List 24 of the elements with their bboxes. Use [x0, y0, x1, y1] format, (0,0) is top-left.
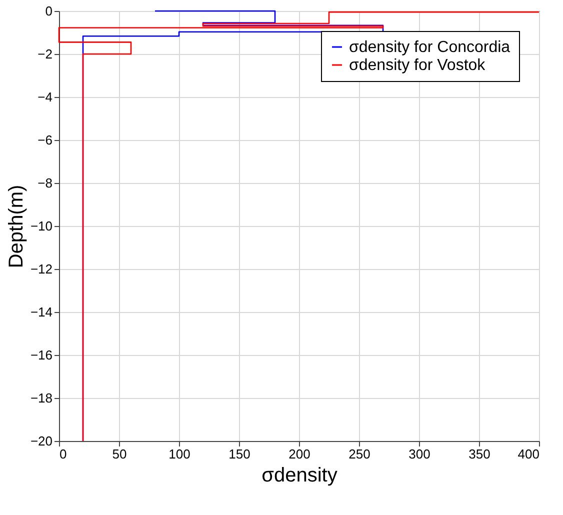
legend-label: σdensity for Vostok [349, 57, 486, 74]
y-tick-label: −2 [38, 46, 52, 62]
y-axis-title: Depth(m) [5, 184, 28, 268]
y-tick-label: −4 [38, 90, 52, 104]
x-tick-label: 400 [518, 446, 540, 462]
x-tick-label: 100 [168, 446, 190, 462]
y-tick-label: −12 [30, 262, 52, 276]
y-tick-label: −16 [30, 348, 52, 362]
x-tick-label: 50 [112, 446, 127, 462]
y-tick-label: −10 [30, 218, 52, 234]
x-tick-label: 250 [348, 446, 370, 462]
x-tick-label: 200 [288, 446, 310, 462]
x-tick-label: 0 [60, 446, 67, 462]
legend-label: σdensity for Concordia [349, 39, 510, 56]
y-tick-label: −14 [30, 304, 52, 320]
y-tick-label: −8 [38, 176, 52, 190]
y-tick-label: 0 [45, 4, 52, 18]
y-tick-label: −20 [30, 434, 52, 448]
x-tick-label: 300 [408, 446, 430, 462]
x-axis-title: σdensity [262, 464, 338, 486]
y-tick-label: −18 [30, 390, 52, 406]
y-tick-label: −6 [38, 132, 52, 148]
x-tick-label: 150 [228, 446, 250, 462]
x-tick-label: 350 [468, 446, 490, 462]
